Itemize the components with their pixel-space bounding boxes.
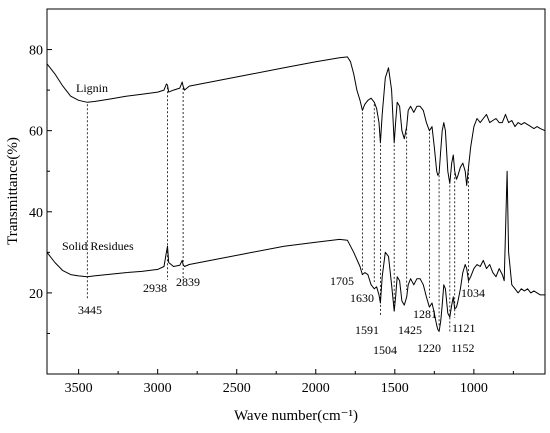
y-axis-ticks: 20 40 60 80	[29, 8, 52, 334]
spectra-series	[46, 56, 546, 332]
series-line-lignin	[46, 56, 546, 186]
x-tick-label-2500: 2500	[223, 381, 251, 396]
peak-label-2839: 2839	[176, 275, 200, 289]
peak-label-1220: 1220	[417, 341, 441, 355]
series-label-solid-residues: Solid Residues	[62, 239, 134, 253]
y-tick-label-60: 60	[29, 125, 43, 140]
x-tick-label-1000: 1000	[460, 381, 488, 396]
peak-label-1705: 1705	[330, 274, 354, 288]
peak-label-1034: 1034	[461, 286, 485, 300]
y-tick-label-40: 40	[29, 206, 43, 221]
y-axis-title: Transmittance(%)	[5, 137, 21, 245]
x-tick-label-2000: 2000	[302, 381, 330, 396]
peak-label-1281: 1281	[413, 307, 437, 321]
peak-label-1121: 1121	[452, 321, 476, 335]
x-tick-label-3500: 3500	[65, 381, 93, 396]
x-axis-title: Wave number(cm⁻¹)	[234, 408, 358, 424]
y-tick-label-20: 20	[29, 287, 43, 302]
series-label-lignin: Lignin	[76, 81, 108, 95]
y-tick-label-80: 80	[29, 44, 43, 59]
plot-frame	[46, 8, 546, 375]
x-axis-ticks: 3500 3000 2500 2000 1500 1000	[65, 369, 514, 396]
peak-label-1425: 1425	[398, 323, 422, 337]
peak-label-1504: 1504	[373, 343, 397, 357]
x-tick-label-3000: 3000	[144, 381, 172, 396]
peak-label-2938: 2938	[143, 281, 167, 295]
peak-label-3445: 3445	[78, 303, 102, 317]
x-tick-label-1500: 1500	[381, 381, 409, 396]
annotation-labels: Lignin Solid Residues 3445 2938 2839 1705 1630…	[62, 81, 485, 357]
peak-label-1591: 1591	[355, 323, 379, 337]
peak-guide-lines	[86, 87, 469, 332]
peak-label-1630: 1630	[350, 291, 374, 305]
series-line-solid-residues	[46, 170, 545, 332]
peak-label-1152: 1152	[451, 341, 475, 355]
